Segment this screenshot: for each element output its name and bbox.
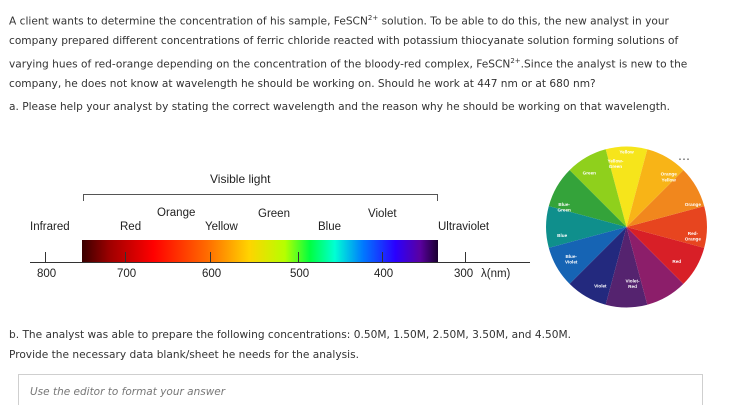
tick-800 — [45, 252, 46, 262]
wheel-green: Green — [583, 171, 597, 176]
wheel-violet-red-1: Violet- — [626, 278, 640, 283]
visible-light-label: Visible light — [210, 172, 271, 186]
wheel-orange: Orange — [685, 202, 702, 207]
wheel-violet: Violet — [594, 283, 607, 288]
wheel-blue-green-1: Blue- — [558, 202, 570, 207]
blue-label: Blue — [318, 221, 342, 233]
unit-label: λ(nm) — [481, 268, 511, 280]
tick-700 — [125, 252, 126, 262]
visible-bracket — [83, 194, 438, 201]
red-label: Red — [120, 221, 142, 233]
tick-label-600: 600 — [202, 268, 222, 280]
tick-label-700: 700 — [117, 268, 137, 280]
wheel-segment — [605, 146, 648, 227]
editor-placeholder: Use the editor to format your answer — [30, 386, 226, 398]
tick-600 — [210, 252, 211, 262]
wheel-segment — [548, 227, 627, 284]
wheel-red-orange-2: Orange — [685, 237, 702, 242]
wheel-orange-yellow-1: Orange — [661, 172, 678, 177]
wheel-segment — [569, 227, 627, 305]
tick-500 — [298, 252, 299, 262]
tick-label-400: 400 — [374, 268, 394, 280]
question-part-a: a. Please help your analyst by stating t… — [9, 101, 670, 113]
wheel-segment — [548, 170, 627, 227]
wheel-segment — [605, 227, 648, 308]
wheel-red-orange-1: Red- — [688, 231, 699, 236]
wheel-blue-violet-2: Violet — [565, 260, 578, 265]
wheel-blue-green-2: Green — [557, 207, 571, 212]
visible-spectrum-bar — [82, 240, 438, 262]
tick-label-800: 800 — [37, 268, 57, 280]
wheel-segment — [626, 206, 707, 248]
wheel-blue: Blue — [557, 233, 567, 238]
more-options-icon[interactable]: ⋯ — [678, 152, 690, 166]
wheel-segment — [626, 227, 705, 284]
yellow-label: Yellow — [205, 221, 238, 233]
wheel-yellow: Yellow — [619, 150, 634, 155]
wheel-violet-red-2: Red — [628, 284, 637, 289]
wheel-blue-violet-1: Blue- — [565, 254, 577, 259]
tick-label-500: 500 — [290, 268, 310, 280]
wavelength-axis — [30, 262, 530, 263]
spectrum-diagram: Visible light Orange Green Violet Infrar… — [20, 170, 540, 290]
question-intro: A client wants to determine the concentr… — [9, 14, 688, 91]
infrared-label: Infrared — [30, 221, 70, 233]
wheel-segment — [569, 149, 627, 227]
green-label: Green — [258, 208, 290, 220]
question-part-b: b. The analyst was able to prepare the f… — [9, 329, 571, 361]
answer-editor[interactable]: Use the editor to format your answer — [18, 374, 703, 405]
violet-label: Violet — [368, 208, 397, 220]
orange-label: Orange — [157, 207, 196, 219]
wheel-segment — [546, 206, 627, 248]
wheel-yellow-green-2: Green — [609, 164, 623, 169]
wheel-segment — [626, 149, 684, 227]
wheel-segment — [626, 227, 684, 305]
wheel-red: Red — [672, 259, 681, 264]
wheel-orange-yellow-2: Yellow — [662, 177, 677, 182]
color-wheel: Yellow Yellow- Green Green Blue- Green B… — [546, 146, 707, 308]
tick-label-300: 300 — [454, 268, 474, 280]
wheel-segment — [626, 170, 705, 227]
tick-400 — [382, 252, 383, 262]
tick-300 — [465, 252, 466, 262]
wheel-yellow-green-1: Yellow- — [607, 159, 623, 164]
ultraviolet-label: Ultraviolet — [438, 221, 490, 233]
